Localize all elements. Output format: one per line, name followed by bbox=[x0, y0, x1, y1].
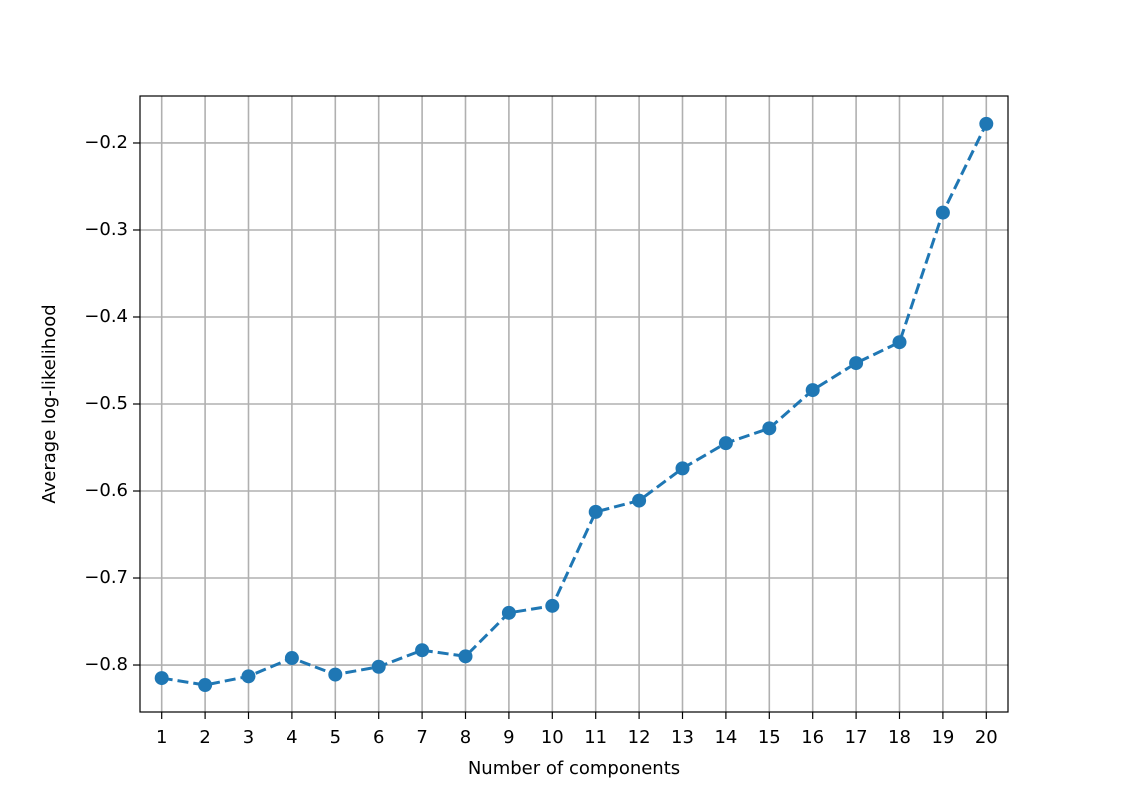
x-tick-label: 7 bbox=[416, 727, 427, 748]
marker bbox=[849, 356, 864, 371]
marker bbox=[198, 678, 213, 693]
x-tick-label: 6 bbox=[373, 727, 384, 748]
y-tick-label: −0.5 bbox=[84, 393, 128, 414]
x-axis-label: Number of components bbox=[468, 758, 680, 779]
x-tick-label: 9 bbox=[503, 727, 514, 748]
marker bbox=[935, 205, 950, 220]
x-tick-label: 8 bbox=[460, 727, 471, 748]
y-tick-label: −0.2 bbox=[84, 132, 128, 153]
plot-frame bbox=[139, 95, 1009, 713]
line bbox=[161, 123, 988, 687]
y-tick-label: −0.8 bbox=[84, 654, 128, 675]
y-tick-label: −0.3 bbox=[84, 219, 128, 240]
x-tick-label: 3 bbox=[243, 727, 254, 748]
x-tick-label: 17 bbox=[845, 727, 868, 748]
marker bbox=[328, 667, 343, 682]
x-tick-label: 19 bbox=[931, 727, 954, 748]
x-tick-label: 14 bbox=[714, 727, 737, 748]
x-tick-label: 12 bbox=[628, 727, 651, 748]
x-tick-label: 5 bbox=[330, 727, 341, 748]
y-tick-label: −0.4 bbox=[84, 306, 128, 327]
x-tick-label: 20 bbox=[975, 727, 998, 748]
marker bbox=[415, 643, 430, 658]
x-tick-label: 13 bbox=[671, 727, 694, 748]
marker bbox=[501, 605, 516, 620]
marker bbox=[284, 651, 299, 666]
x-tick-label: 2 bbox=[199, 727, 210, 748]
y-axis-label: Average log-likelihood bbox=[39, 304, 60, 503]
y-tick-label: −0.7 bbox=[84, 567, 128, 588]
marker bbox=[718, 436, 733, 451]
marker bbox=[371, 659, 386, 674]
marker bbox=[545, 598, 560, 613]
y-tick-label: −0.6 bbox=[84, 480, 128, 501]
marker bbox=[762, 421, 777, 436]
marker bbox=[154, 671, 169, 686]
x-tick-label: 15 bbox=[758, 727, 781, 748]
marker bbox=[892, 335, 907, 350]
marker bbox=[675, 461, 690, 476]
x-tick-label: 10 bbox=[541, 727, 564, 748]
marker bbox=[979, 116, 994, 131]
marker bbox=[588, 504, 603, 519]
x-tick-label: 16 bbox=[801, 727, 824, 748]
marker bbox=[632, 493, 647, 508]
x-tick-label: 4 bbox=[286, 727, 297, 748]
marker bbox=[241, 669, 256, 684]
x-tick-label: 11 bbox=[584, 727, 607, 748]
marker bbox=[458, 649, 473, 664]
x-tick-label: 1 bbox=[156, 727, 167, 748]
x-tick-label: 18 bbox=[888, 727, 911, 748]
marker bbox=[805, 383, 820, 398]
